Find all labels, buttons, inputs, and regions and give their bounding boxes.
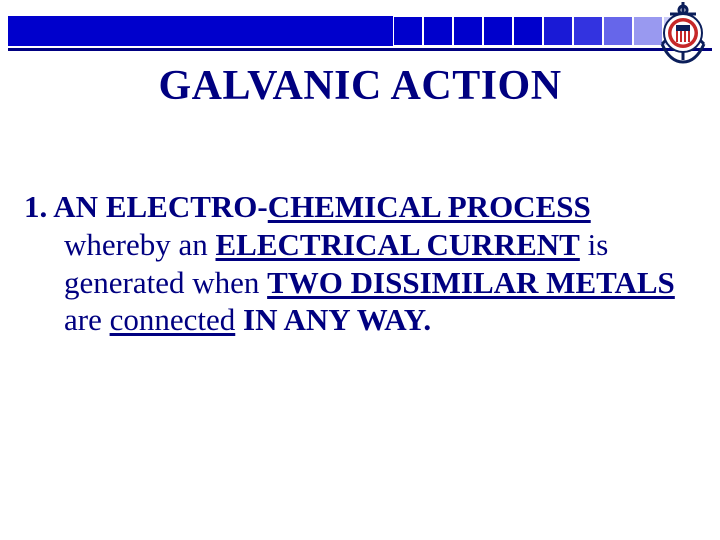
- header-solid-bar: [8, 16, 393, 46]
- header-square: [573, 16, 603, 46]
- header-bar: [8, 16, 712, 46]
- coast-guard-aux-logo: [650, 0, 716, 66]
- header-square: [393, 16, 423, 46]
- t4: ELECTRICAL CURRENT: [216, 227, 580, 262]
- bullet-1: 1. AN ELECTRO-CHEMICAL PROCESS whereby a…: [10, 188, 690, 339]
- t2: CHEMICAL PROCESS: [268, 189, 591, 224]
- t1: AN ELECTRO-: [53, 189, 267, 224]
- t6: TWO DISSIMILAR METALS: [267, 265, 675, 300]
- header-square: [513, 16, 543, 46]
- slide-body: 1. AN ELECTRO-CHEMICAL PROCESS whereby a…: [10, 188, 690, 339]
- shield-icon: [676, 25, 690, 42]
- header-square: [543, 16, 573, 46]
- t7: are: [64, 302, 110, 337]
- header-underline: [8, 48, 712, 51]
- t8: connected: [110, 302, 236, 337]
- header-square: [453, 16, 483, 46]
- header-square: [423, 16, 453, 46]
- header-square: [483, 16, 513, 46]
- header-square: [603, 16, 633, 46]
- t9: IN ANY WAY.: [235, 302, 431, 337]
- header-squares: [393, 16, 693, 46]
- bullet-number: 1.: [24, 189, 53, 224]
- t3: whereby an: [64, 227, 216, 262]
- slide-title: GALVANIC ACTION: [0, 62, 720, 110]
